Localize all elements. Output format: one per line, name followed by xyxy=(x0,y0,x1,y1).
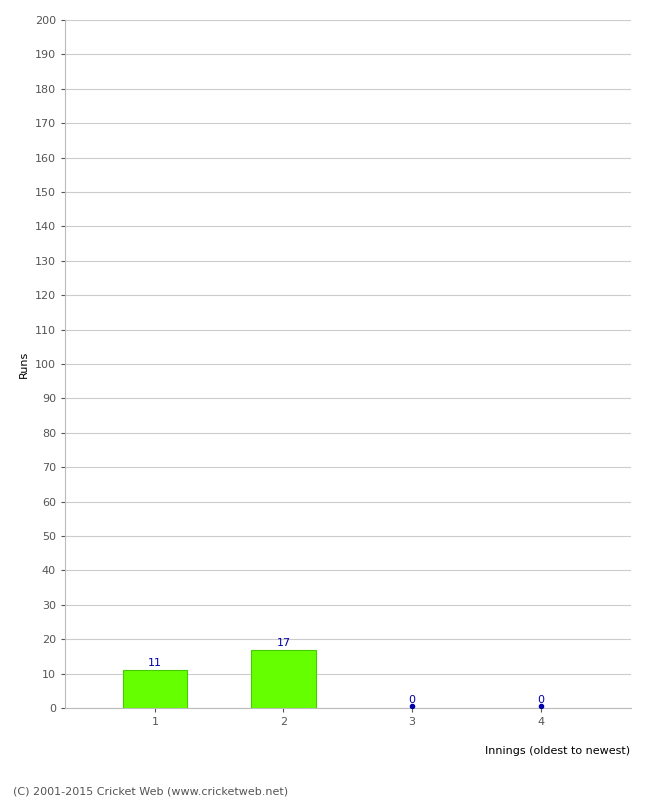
Text: Innings (oldest to newest): Innings (oldest to newest) xyxy=(486,746,630,756)
Text: 0: 0 xyxy=(408,694,415,705)
Text: 17: 17 xyxy=(276,638,291,648)
Bar xyxy=(123,670,187,708)
Bar xyxy=(252,650,316,708)
Text: 0: 0 xyxy=(537,694,544,705)
Y-axis label: Runs: Runs xyxy=(20,350,29,378)
Text: 11: 11 xyxy=(148,658,162,669)
Text: (C) 2001-2015 Cricket Web (www.cricketweb.net): (C) 2001-2015 Cricket Web (www.cricketwe… xyxy=(13,786,288,796)
